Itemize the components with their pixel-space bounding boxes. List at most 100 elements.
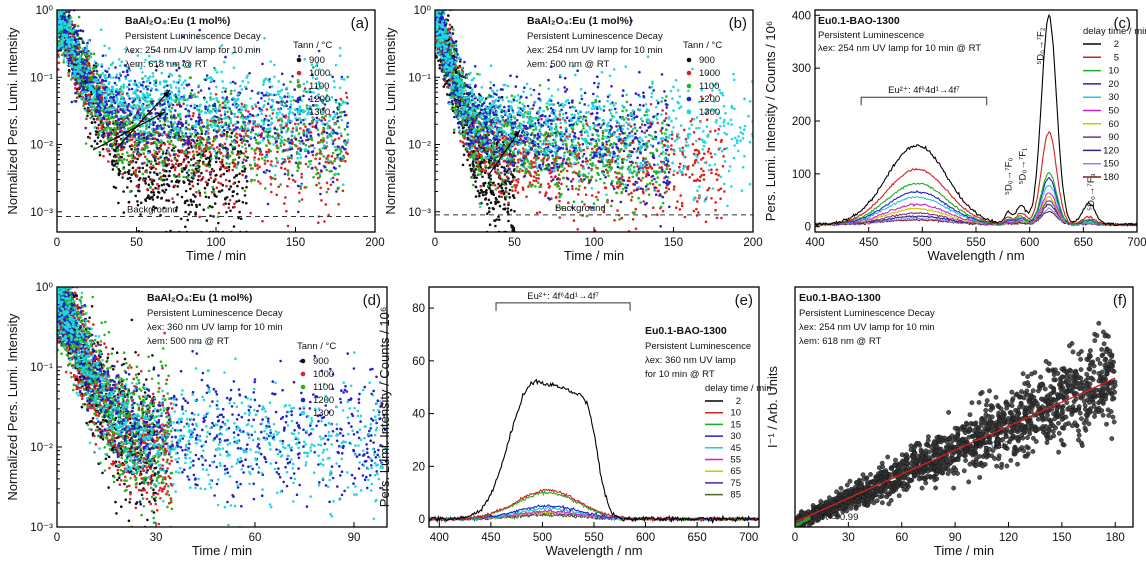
data-point xyxy=(256,123,260,126)
data-point xyxy=(275,144,279,147)
data-point xyxy=(267,123,270,127)
data-point xyxy=(132,99,135,103)
data-point xyxy=(224,87,228,91)
data-point xyxy=(182,86,186,90)
annotation-text: λex: 254 nm UV lamp for 10 min xyxy=(125,45,261,56)
data-point xyxy=(114,149,117,153)
data-point xyxy=(213,149,217,153)
data-point xyxy=(270,85,274,88)
data-point xyxy=(227,202,231,206)
data-point xyxy=(191,127,195,131)
data-point xyxy=(104,74,107,77)
data-point xyxy=(178,97,181,100)
data-point xyxy=(169,120,173,124)
data-point xyxy=(251,114,254,117)
trend-arrow-head xyxy=(162,90,170,98)
data-point xyxy=(125,151,129,154)
data-point xyxy=(126,85,129,89)
data-point xyxy=(78,79,81,83)
data-point xyxy=(140,112,143,115)
data-point xyxy=(265,155,269,158)
data-point xyxy=(169,132,173,136)
data-point xyxy=(322,155,326,158)
data-point xyxy=(59,24,63,28)
data-point xyxy=(487,210,491,213)
data-point xyxy=(184,210,187,214)
data-point xyxy=(174,109,177,112)
data-point xyxy=(198,215,201,219)
data-point xyxy=(126,114,130,117)
data-point xyxy=(212,190,216,194)
data-point xyxy=(142,87,145,90)
data-point xyxy=(152,60,156,63)
data-point xyxy=(151,188,155,192)
data-point xyxy=(196,131,199,135)
data-point xyxy=(311,144,315,147)
data-point xyxy=(214,154,217,158)
data-point xyxy=(282,149,286,152)
data-point xyxy=(75,31,79,35)
data-point xyxy=(100,127,103,130)
data-point xyxy=(447,14,450,17)
data-point xyxy=(96,126,100,130)
data-point xyxy=(209,173,212,176)
data-point xyxy=(138,177,142,180)
data-point xyxy=(225,149,229,153)
data-point xyxy=(141,71,144,74)
data-point xyxy=(191,124,194,128)
data-point xyxy=(123,64,127,67)
data-point xyxy=(146,100,149,103)
data-point xyxy=(315,85,318,89)
data-point xyxy=(98,93,102,97)
data-point xyxy=(181,64,185,67)
data-point xyxy=(193,106,196,110)
data-point xyxy=(205,169,208,172)
data-point xyxy=(78,95,81,98)
data-point xyxy=(196,142,199,146)
legend-marker xyxy=(296,70,302,76)
data-point xyxy=(438,66,442,70)
data-point xyxy=(177,87,181,90)
data-point xyxy=(225,137,228,141)
data-point xyxy=(260,91,264,95)
data-point xyxy=(265,108,269,111)
data-point xyxy=(218,148,221,151)
data-point xyxy=(161,149,165,153)
data-point xyxy=(160,143,163,146)
data-point xyxy=(233,122,237,126)
data-point xyxy=(316,104,319,107)
data-point xyxy=(494,200,497,204)
data-point xyxy=(160,183,164,187)
data-point xyxy=(169,140,173,143)
data-point xyxy=(119,85,123,88)
data-point xyxy=(264,93,268,97)
data-point xyxy=(214,93,218,96)
data-point xyxy=(92,52,96,56)
data-point xyxy=(192,200,195,203)
data-point xyxy=(94,133,98,136)
data-point xyxy=(296,163,300,167)
data-point xyxy=(246,156,249,159)
data-point xyxy=(258,91,262,95)
data-point xyxy=(341,156,344,159)
data-point xyxy=(241,145,244,148)
data-point xyxy=(299,187,303,190)
data-point xyxy=(97,96,100,100)
data-point xyxy=(245,179,249,183)
data-point xyxy=(99,28,103,32)
data-point xyxy=(315,116,319,120)
data-point xyxy=(146,106,149,110)
data-point xyxy=(168,142,171,146)
data-point xyxy=(344,142,347,145)
data-point xyxy=(118,123,121,127)
data-point xyxy=(150,111,153,115)
data-point xyxy=(222,172,226,176)
data-point xyxy=(133,143,137,147)
data-point xyxy=(279,117,282,120)
data-point xyxy=(113,81,117,85)
data-point xyxy=(156,182,159,186)
data-point xyxy=(205,100,209,104)
data-point xyxy=(474,180,477,183)
data-point xyxy=(282,115,286,118)
data-point xyxy=(229,81,232,85)
